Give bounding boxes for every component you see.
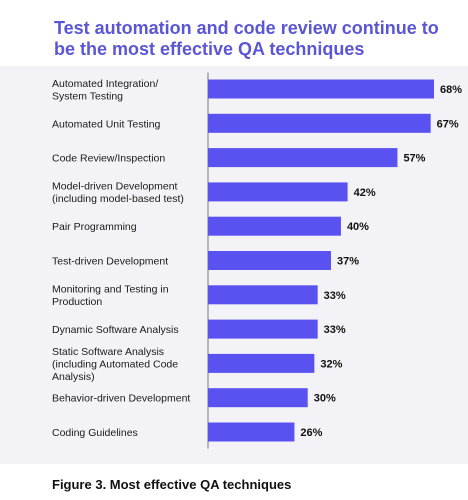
data-label: 68%: [440, 84, 462, 96]
data-label: 26%: [300, 427, 322, 439]
data-label: 33%: [324, 290, 346, 302]
bar: [208, 251, 331, 270]
data-label: 33%: [324, 324, 346, 336]
bar: [208, 422, 295, 442]
bar: [208, 216, 341, 236]
bar: [208, 285, 318, 305]
category-label: Behavior-driven Development: [52, 393, 190, 405]
category-label: Pair Programming: [52, 221, 137, 233]
figure-caption: Figure 3. Most effective QA techniques: [52, 477, 292, 492]
bar: [208, 148, 398, 168]
data-label: 32%: [320, 358, 342, 370]
bar: [208, 113, 431, 133]
bar: [208, 319, 318, 339]
data-label: 40%: [347, 221, 369, 233]
category-label: Test-driven Development: [52, 256, 168, 268]
category-label: Static Software Analysis (including Autom…: [52, 346, 178, 383]
category-label: Automated Unit Testing: [52, 118, 161, 130]
data-label: 42%: [354, 187, 376, 199]
category-label: Dynamic Software Analysis: [52, 324, 179, 336]
data-label: 57%: [403, 153, 425, 165]
category-label: Monitoring and Testing in Production: [52, 284, 169, 309]
chart-title: Test automation and code review continue…: [54, 18, 439, 59]
data-label: 30%: [314, 393, 336, 405]
bar: [208, 79, 434, 99]
category-label: Model-driven Development (including model…: [52, 181, 184, 206]
category-label: Code Review/Inspection: [52, 153, 165, 165]
bar: [208, 182, 348, 202]
data-label: 67%: [437, 118, 459, 130]
data-label: 37%: [337, 256, 359, 268]
category-label: Coding Guidelines: [52, 427, 138, 439]
bar: [208, 353, 315, 373]
bar: [208, 388, 308, 408]
category-label: Automated Integration/System Testing: [52, 78, 158, 103]
